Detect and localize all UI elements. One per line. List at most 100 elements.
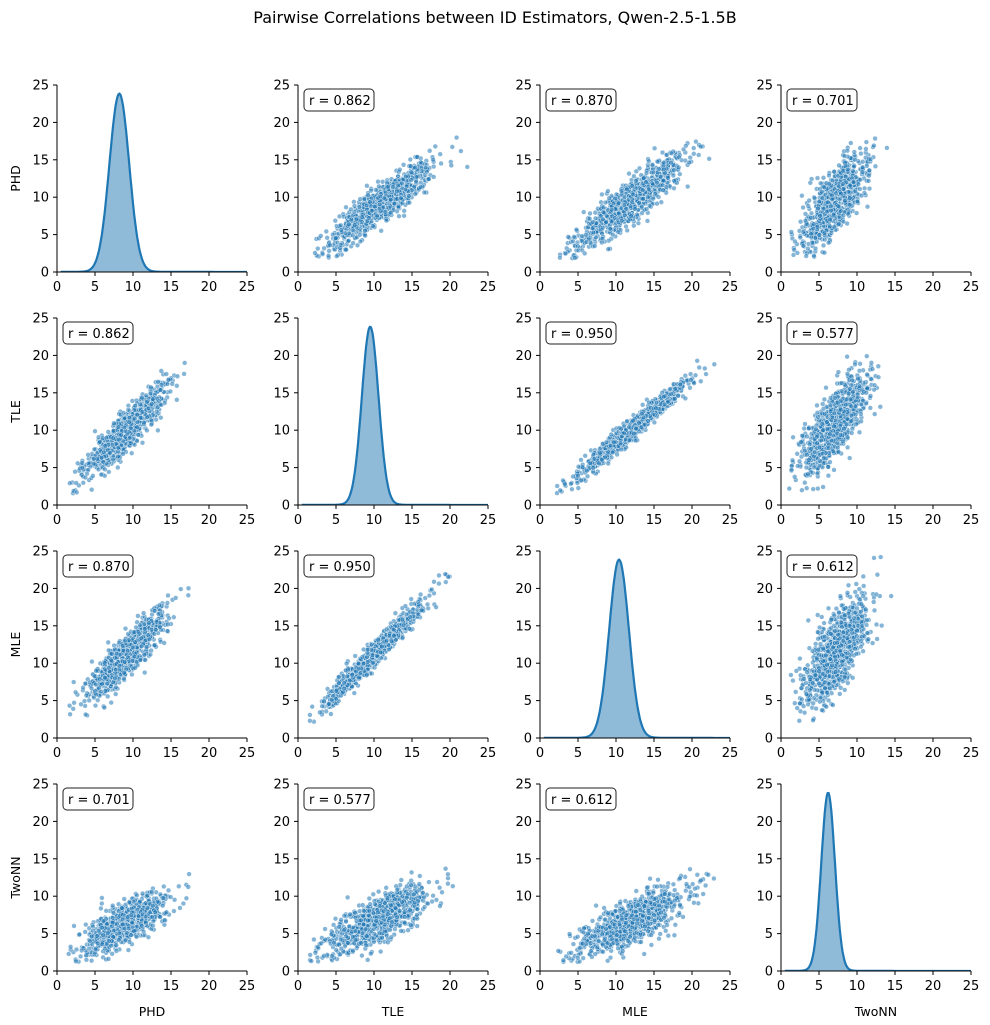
y-tick-label: 5 [524, 461, 532, 476]
correlation-label: r = 0.950 [545, 321, 617, 345]
scatter-point [590, 229, 597, 236]
scatter-point [115, 424, 122, 430]
scatter-point [367, 199, 373, 205]
scatter-point [866, 173, 872, 179]
scatter-point [321, 245, 327, 251]
scatter-point [385, 184, 391, 190]
scatter-point [388, 197, 394, 203]
scatter-point [845, 167, 851, 173]
x-tick-label: 5 [332, 280, 340, 295]
scatter-point [334, 253, 340, 259]
scatter-point [115, 464, 121, 471]
scatter-point [98, 455, 105, 461]
scatter-point [370, 223, 376, 229]
scatter-point [366, 215, 372, 221]
scatter-point [575, 473, 581, 479]
scatter-point [148, 384, 154, 391]
scatter-point [794, 250, 801, 256]
y-tick-label: 20 [273, 349, 290, 364]
scatter-point [454, 135, 460, 141]
scatter-point [646, 203, 653, 209]
x-tick-label: 15 [404, 513, 421, 528]
scatter-point [149, 401, 155, 407]
scatter-point [807, 215, 814, 221]
y-tick-label: 25 [756, 79, 773, 94]
scatter-point [826, 172, 832, 179]
scatter-point [631, 173, 637, 179]
scatter-point [624, 186, 630, 192]
x-tick-label: 20 [201, 513, 218, 528]
scatter-point [600, 204, 607, 211]
scatter-point [857, 145, 863, 151]
scatter-point [134, 419, 141, 425]
scatter-point [575, 243, 581, 249]
scatter-point [671, 178, 678, 184]
scatter-point [821, 250, 828, 256]
y-tick-label: 15 [273, 386, 290, 401]
scatter-point [663, 152, 670, 158]
y-tick-label: 0 [524, 499, 532, 514]
kde-fill-tle [301, 326, 488, 505]
scatter-point [569, 486, 575, 492]
scatter-point [85, 452, 91, 458]
scatter-point [438, 160, 444, 167]
x-tick-label: 10 [366, 513, 383, 528]
scatter-point [134, 424, 140, 430]
x-tick-label: 25 [722, 513, 739, 528]
scatter-point [139, 440, 146, 446]
scatter-point [426, 176, 432, 182]
scatter-point [354, 216, 360, 223]
y-axis-title-phd: PHD [8, 165, 23, 192]
scatter-point [811, 253, 817, 259]
scatter-point [651, 419, 658, 426]
scatter-point [166, 377, 172, 383]
scatter-point [395, 203, 402, 210]
scatter-point [668, 150, 675, 156]
y-tick-label: 25 [273, 312, 290, 327]
scatter-point [831, 224, 837, 230]
scatter-point [137, 401, 143, 408]
scatter-point [850, 168, 856, 174]
scatter-point [589, 225, 596, 231]
scatter-point [814, 470, 820, 477]
x-tick-label: 25 [239, 513, 256, 528]
scatter-point [696, 364, 702, 371]
scatter-point [401, 213, 407, 219]
scatter-point [847, 183, 853, 189]
scatter-point [85, 460, 92, 467]
y-tick-label: 25 [32, 79, 49, 94]
scatter-point [840, 212, 846, 219]
scatter-point [852, 157, 858, 163]
scatter-point [618, 188, 625, 194]
scatter-point [364, 202, 370, 209]
scatter-point [677, 171, 683, 177]
scatter-point [865, 178, 872, 184]
scatter-point [377, 193, 383, 200]
x-tick-label: 15 [404, 280, 421, 295]
scatter-point [315, 246, 321, 252]
y-tick-label: 20 [32, 116, 49, 131]
scatter-point [396, 213, 402, 219]
scatter-point [604, 213, 610, 219]
scatter-point [605, 246, 611, 252]
scatter-point [652, 191, 659, 197]
scatter-point [412, 191, 418, 197]
scatter-point [605, 460, 611, 467]
x-tick-label: 0 [536, 280, 544, 295]
x-tick-label: 10 [608, 513, 625, 528]
y-tick-label: 15 [32, 386, 49, 401]
scatter-point [116, 437, 122, 443]
scatter-point [324, 235, 330, 241]
scatter-point [800, 243, 806, 249]
x-tick-label: 10 [608, 280, 625, 295]
scatter-point [654, 201, 660, 207]
scatter-point [131, 407, 137, 413]
scatter-point [857, 177, 864, 183]
scatter-point [848, 140, 854, 146]
scatter-point [671, 396, 678, 402]
scatter-point [661, 394, 667, 400]
y-tick-label: 15 [515, 153, 532, 168]
